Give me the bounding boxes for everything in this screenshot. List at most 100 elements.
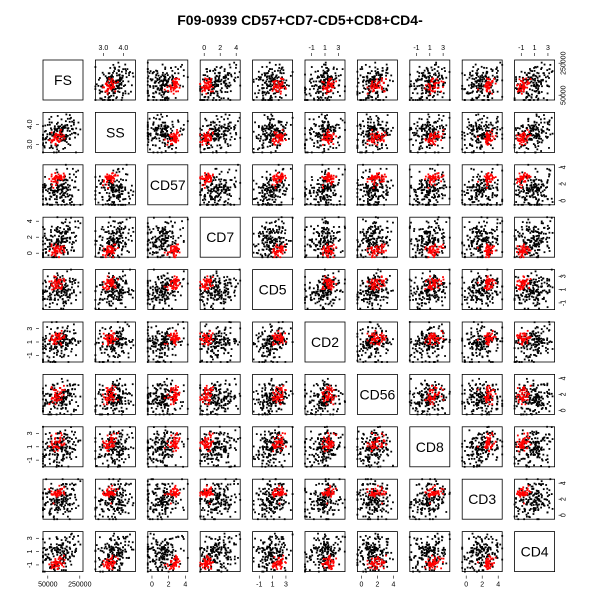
data-point [224,83,227,86]
data-point [273,132,276,135]
data-point [271,76,274,79]
data-point [210,198,212,201]
data-point [427,94,430,97]
data-point [171,135,174,138]
data-point [55,182,58,184]
data-point [520,125,523,128]
data-point [224,183,227,186]
data-point [168,84,171,87]
data-point [275,203,278,206]
data-point [442,81,445,83]
data-point [493,137,495,140]
data-point [199,85,202,88]
data-point [208,88,211,91]
data-point [313,123,316,125]
data-point [310,195,312,198]
data-point [468,124,471,127]
data-point [162,71,164,74]
data-point [206,186,209,189]
data-point [327,167,330,170]
data-point [538,135,541,138]
data-point [44,137,47,139]
data-point [365,80,367,83]
data-point [304,192,306,194]
data-point [230,195,232,198]
data-point [63,175,65,178]
data-point [328,79,331,82]
data-point [424,123,427,126]
data-point [490,130,493,133]
data-point [320,139,322,142]
data-point [270,190,272,192]
data-point [314,125,317,127]
data-point [370,84,373,87]
data-point [125,76,128,79]
series-gated-subset [366,129,387,146]
data-point [380,87,383,90]
data-point [270,117,273,120]
panel-frame [252,164,294,206]
data-point [222,203,225,206]
data-point [429,80,432,83]
data-point [174,97,177,99]
data-point [265,80,268,83]
data-point [279,136,282,138]
data-point [264,197,267,199]
data-point [199,89,202,92]
data-point [50,127,52,130]
data-point [263,184,266,187]
data-point [49,131,51,134]
data-point [122,179,124,181]
data-point [178,134,181,137]
data-point [167,146,170,149]
data-point [327,129,329,131]
data-point [156,79,159,81]
data-point [113,201,116,203]
data-point [326,183,329,186]
data-point [486,141,489,144]
variable-label-FS: FS [54,72,72,88]
data-point [536,127,539,129]
data-point [233,203,236,206]
data-point [259,137,262,140]
data-point [264,127,267,130]
data-point [215,99,218,101]
panel-SS-vs-FS [42,112,84,154]
data-point [63,187,65,190]
data-point [356,195,359,198]
data-point [209,184,212,187]
data-point [521,81,524,84]
data-point [362,79,365,82]
data-point [429,130,432,133]
data-point [226,143,229,145]
data-point [424,139,427,142]
data-point [272,186,274,189]
data-point [539,80,542,83]
data-point [64,147,66,149]
data-point [98,175,101,178]
data-point [361,183,364,186]
data-point [528,72,531,75]
data-point [60,174,62,177]
data-point [356,93,359,96]
data-point [389,79,391,82]
data-point [163,79,166,82]
data-point [535,96,538,99]
data-point [213,92,216,95]
data-point [108,203,111,206]
data-point [276,128,279,131]
data-point [535,84,538,87]
data-point [280,176,283,179]
data-point [543,74,546,77]
data-point [325,139,328,142]
data-point [465,147,468,149]
data-point [427,83,430,86]
data-point [264,74,267,76]
data-point [270,113,273,116]
data-point [132,75,135,78]
data-point [323,178,326,181]
data-point [432,128,435,131]
data-point [534,135,536,137]
data-point [278,180,281,183]
data-point [319,80,322,83]
